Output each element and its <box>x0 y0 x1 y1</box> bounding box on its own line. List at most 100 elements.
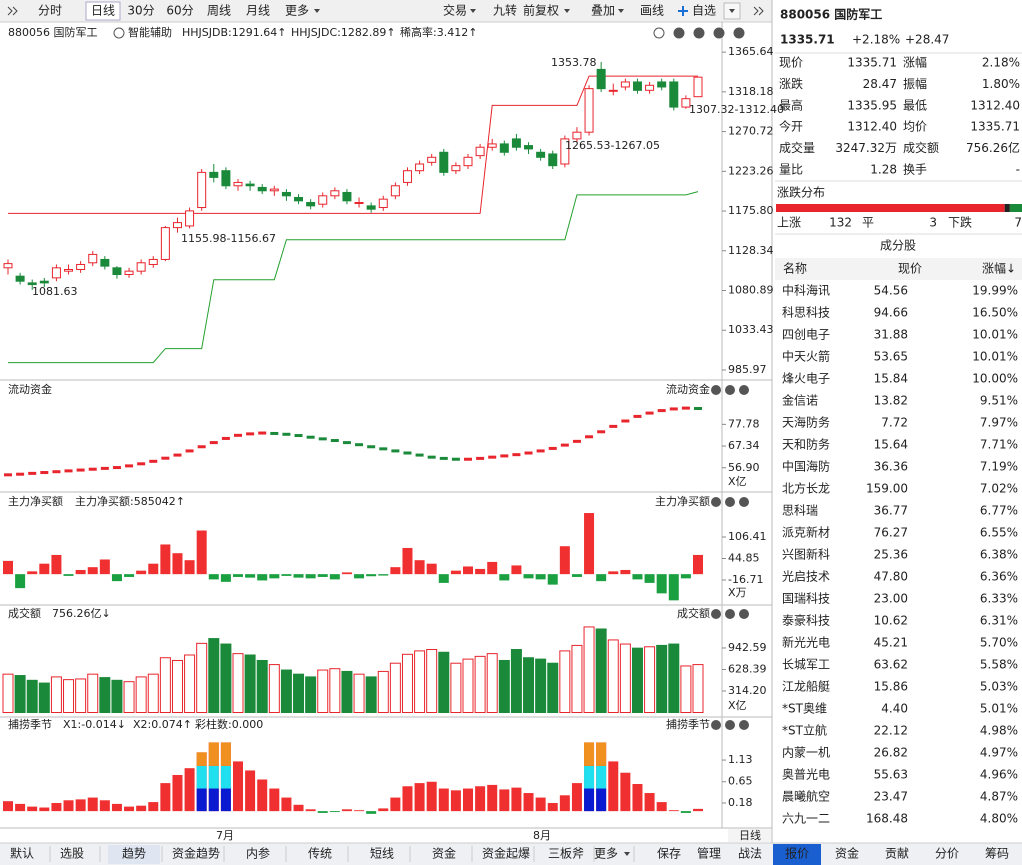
panel-icon[interactable] <box>693 27 705 39</box>
panel-icon[interactable] <box>739 497 749 507</box>
stock-name[interactable]: 中国海防 <box>782 459 830 474</box>
stock-name[interactable]: 晨曦航空 <box>782 789 830 804</box>
toolbar-button[interactable]: 30分 <box>127 4 154 18</box>
panel-icon[interactable] <box>711 609 721 619</box>
bottom-tab[interactable]: 分价 <box>935 847 959 861</box>
bottom-tab[interactable]: 短线 <box>370 847 394 861</box>
netbuy-bar <box>148 563 159 575</box>
stock-change: 9.51% <box>980 394 1018 408</box>
action-tab[interactable]: 管理 <box>697 846 721 861</box>
stock-name[interactable]: 新光光电 <box>782 635 830 650</box>
stock-name[interactable]: 四创电子 <box>782 328 830 342</box>
panel-icon[interactable] <box>739 609 749 619</box>
season-bar <box>329 811 340 813</box>
stock-name[interactable]: 国瑞科技 <box>782 592 830 606</box>
bottom-tab[interactable]: 内参 <box>246 846 270 861</box>
stock-name[interactable]: 兴图新科 <box>782 547 830 562</box>
column-header[interactable]: 涨幅↓ <box>982 261 1016 276</box>
stock-name[interactable]: 长城军工 <box>782 658 830 672</box>
stock-name[interactable]: 金信诺 <box>782 393 818 408</box>
panel-icon[interactable] <box>711 720 721 730</box>
stock-name[interactable]: *ST立航 <box>782 723 827 738</box>
bottom-tab[interactable]: 三板斧 <box>548 847 584 861</box>
season-bar-segment <box>208 788 219 812</box>
toolbar-button[interactable]: 叠加 <box>591 4 615 18</box>
stock-name[interactable]: 江龙船艇 <box>782 680 830 694</box>
distribution-bar <box>1004 204 1010 212</box>
season-bar <box>317 811 328 813</box>
stock-name[interactable]: 泰豪科技 <box>782 613 830 628</box>
stock-name[interactable]: 内蒙一机 <box>782 746 830 760</box>
bottom-tab[interactable]: 筹码 <box>985 847 1009 861</box>
stock-name[interactable]: 光启技术 <box>782 570 830 584</box>
panel-icon[interactable] <box>725 609 735 619</box>
panel-title: 主力净买额 <box>8 494 63 508</box>
turnover-bar <box>365 676 377 714</box>
panel-icon[interactable] <box>713 27 725 39</box>
bottom-tab[interactable]: 选股 <box>60 847 84 861</box>
toolbar-button[interactable]: 交易 <box>443 3 467 18</box>
bottom-tab[interactable]: 资金 <box>432 846 456 861</box>
panel-icon[interactable] <box>725 497 735 507</box>
stock-name[interactable]: 科思科技 <box>782 306 830 320</box>
bottom-tab[interactable]: 默认 <box>10 846 34 861</box>
season-bar-segment <box>220 788 231 812</box>
y-tick-label: 942.59 <box>728 641 767 654</box>
action-tab[interactable]: 战法 <box>738 847 762 861</box>
turnover-bar <box>305 676 317 714</box>
netbuy-bar <box>15 574 26 589</box>
toolbar-button[interactable]: 九转 <box>493 3 517 18</box>
panel-icon[interactable] <box>673 27 685 39</box>
stock-name[interactable]: 天海防务 <box>782 415 830 430</box>
turnover-bar <box>486 653 498 714</box>
bottom-tab[interactable]: 贡献 <box>885 846 909 861</box>
quote-value: 1.80% <box>982 77 1020 91</box>
stock-name[interactable]: 思科瑞 <box>782 504 818 518</box>
stock-name[interactable]: 天和防务 <box>782 437 830 452</box>
stock-name[interactable]: 六九一二 <box>782 812 830 826</box>
toolbar-button[interactable]: 周线 <box>207 4 231 18</box>
candle-body <box>415 163 425 172</box>
stock-name[interactable]: 派克新材 <box>782 525 830 540</box>
panel-icon[interactable] <box>653 27 665 39</box>
panel-icon[interactable] <box>739 385 749 395</box>
panel-label: 捕捞季节 <box>666 717 710 731</box>
panel-icon[interactable] <box>733 27 745 39</box>
stock-name[interactable]: 烽火电子 <box>782 372 830 386</box>
bottom-tab[interactable]: 报价 <box>785 846 809 861</box>
stock-name[interactable]: 中科海讯 <box>782 283 830 298</box>
bottom-tab[interactable]: 资金趋势 <box>172 846 220 861</box>
panel-icon[interactable] <box>711 385 721 395</box>
stock-change: 16.50% <box>972 306 1018 320</box>
turnover-bar <box>123 681 135 714</box>
assist-label[interactable]: 智能辅助 <box>128 25 172 39</box>
bottom-tab[interactable]: 资金 <box>835 846 859 861</box>
panel-icon[interactable] <box>739 720 749 730</box>
toolbar-button[interactable]: 分时 <box>38 4 62 18</box>
candle-body <box>451 165 461 172</box>
season-bar-segment <box>596 742 607 766</box>
bottom-tab[interactable]: 更多 <box>594 847 618 861</box>
stock-name[interactable]: *ST奥维 <box>782 702 827 716</box>
toolbar-button[interactable]: 日线 <box>91 4 115 18</box>
bottom-tab[interactable]: 趋势 <box>122 847 146 861</box>
season-bar-segment <box>196 765 207 789</box>
bottom-tab[interactable]: 传统 <box>308 846 332 861</box>
toolbar-button[interactable]: 60分 <box>166 4 193 18</box>
panel-icon[interactable] <box>711 497 721 507</box>
toolbar-button[interactable]: 月线 <box>246 4 270 18</box>
stock-name[interactable]: 北方长龙 <box>782 481 830 496</box>
toolbar-button[interactable]: 自选 <box>692 4 716 18</box>
bottom-tab[interactable]: 资金起爆 <box>482 846 530 861</box>
season-bar-segment <box>220 765 231 789</box>
toolbar-button[interactable]: 前复权 <box>523 3 559 18</box>
panel-icon[interactable] <box>725 385 735 395</box>
stock-name[interactable]: 中天火箭 <box>782 349 830 364</box>
candle-body <box>185 210 195 227</box>
toolbar-button[interactable]: 更多 <box>285 4 309 18</box>
action-tab[interactable]: 保存 <box>657 847 681 861</box>
toolbar-button[interactable]: 画线 <box>640 4 664 18</box>
panel-icon[interactable] <box>725 720 735 730</box>
stock-name[interactable]: 奥普光电 <box>782 768 830 782</box>
assist-icon[interactable] <box>113 27 125 39</box>
